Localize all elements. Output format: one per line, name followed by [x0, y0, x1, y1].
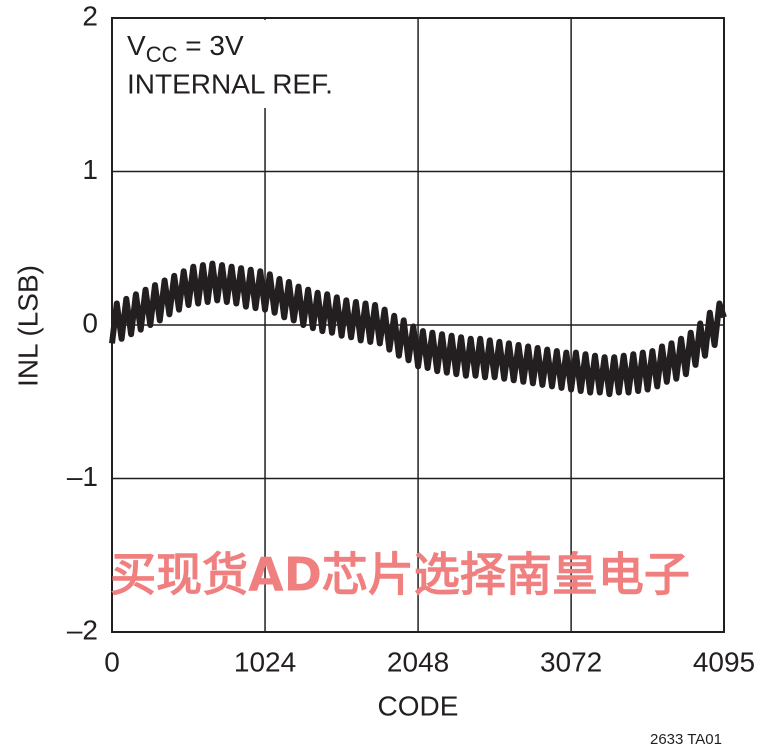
y-tick-label: 2 [82, 0, 98, 31]
annotation: INTERNAL REF. [127, 68, 333, 99]
annotation: VCC = 3V [127, 30, 244, 66]
y-tick-label: 1 [82, 154, 98, 185]
watermark: 买现货AD芯片选择南皇电子 [110, 548, 690, 602]
x-tick-label: 4095 [693, 646, 755, 677]
x-tick-label: 1024 [234, 646, 296, 677]
footer: 2633 TA01 [650, 731, 722, 748]
y-axis-label: INL (LSB) [12, 265, 43, 387]
x-tick-label: 3072 [540, 646, 602, 677]
annotation-background [114, 20, 329, 108]
x-tick-label: 2048 [387, 646, 449, 677]
y-tick-label: 0 [82, 307, 98, 338]
y-tick-label: –2 [67, 614, 98, 645]
x-tick-label: 0 [104, 646, 120, 677]
annotation-text: V [127, 30, 146, 61]
annotation-text: = 3V [177, 30, 243, 61]
data-line [109, 260, 727, 398]
annotation-text: CC [146, 42, 178, 67]
y-tick-label: –1 [67, 461, 98, 492]
x-axis-label: CODE [378, 690, 459, 721]
